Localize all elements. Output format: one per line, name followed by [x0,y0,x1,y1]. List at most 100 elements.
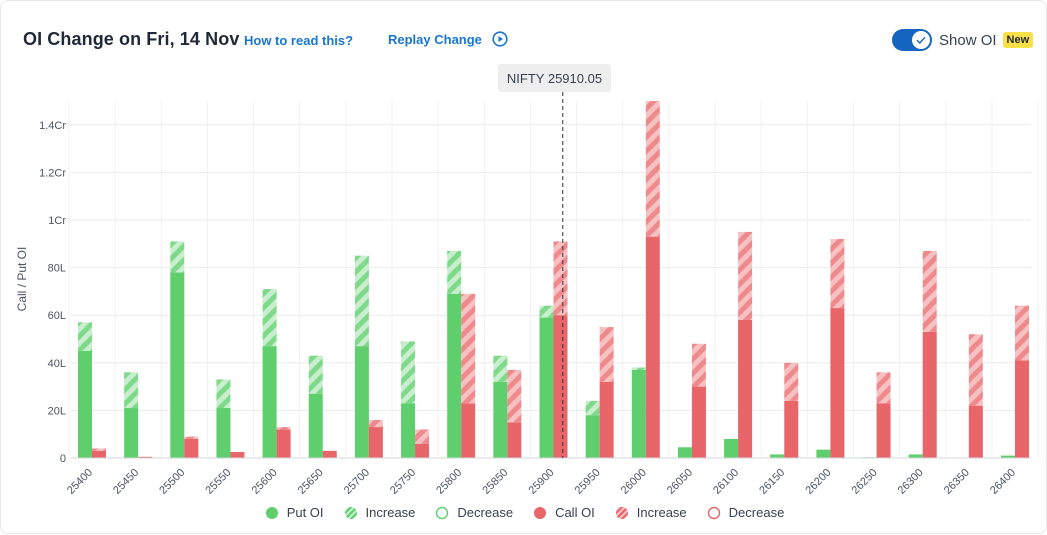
call-oi-increase-bar [784,363,798,401]
put-oi-bar [724,439,738,458]
x-tick-label: 26000 [619,467,649,497]
put-oi-increase-bar [78,322,92,351]
put-oi-increase-bar [170,241,184,272]
call-oi-increase-bar [415,429,429,443]
put-oi-increase-bar [632,368,646,370]
put-oi-increase-bar [493,356,507,382]
legend-item-call-outline[interactable]: Decrease [707,505,785,520]
legend-item-put-hatch[interactable]: Increase [344,505,416,520]
x-tick-label: 26100 [711,467,741,497]
legend-label: Decrease [729,505,785,520]
legend-swatch-icon [533,506,547,520]
legend-swatch-icon [435,506,449,520]
call-oi-increase-bar [877,372,891,403]
y-tick-label: 0 [60,453,66,465]
call-oi-increase-bar [692,344,706,387]
chart-legend: Put OI Increase Decrease Call OI Increase Dec… [1,505,1047,520]
put-oi-bar [632,370,646,458]
call-oi-bar [277,429,291,458]
y-tick-label: 40L [48,358,66,370]
put-oi-increase-bar [401,341,415,403]
call-oi-bar [461,403,475,458]
call-oi-increase-bar [969,334,983,405]
y-tick-label: 80L [48,263,66,275]
x-tick-label: 26400 [988,467,1018,497]
call-oi-bar [738,320,752,458]
call-oi-bar [554,315,568,458]
put-oi-bar [493,382,507,458]
call-oi-increase-bar [92,448,106,450]
call-oi-increase-bar [600,327,614,382]
y-tick-label: 1.2Cr [39,167,66,179]
put-oi-increase-bar [263,289,277,346]
put-oi-increase-bar [447,251,461,294]
x-tick-label: 25850 [480,467,510,497]
x-tick-label: 25550 [203,467,233,497]
put-oi-bar [78,351,92,458]
put-oi-bar [909,454,923,458]
call-oi-increase-bar [277,427,291,429]
call-oi-bar [830,308,844,458]
call-oi-bar [415,444,429,458]
put-oi-bar [309,394,323,458]
call-oi-bar [92,451,106,458]
call-oi-bar [323,451,337,458]
call-oi-bar [369,427,383,458]
legend-item-call-solid[interactable]: Call OI [533,505,595,520]
legend-item-call-hatch[interactable]: Increase [615,505,687,520]
call-oi-bar [1015,360,1029,458]
x-tick-label: 26250 [850,467,880,497]
call-oi-bar [969,406,983,458]
legend-item-put-solid[interactable]: Put OI [265,505,324,520]
call-oi-increase-bar [1015,306,1029,361]
x-tick-label: 25400 [65,467,95,497]
spot-price-label: NIFTY 25910.05 [498,64,611,92]
put-oi-bar [216,408,230,458]
legend-label: Increase [637,505,687,520]
call-oi-bar [646,237,660,458]
call-oi-increase-bar [461,294,475,403]
legend-swatch-icon [344,506,358,520]
call-oi-bar [600,382,614,458]
x-tick-label: 26200 [803,467,833,497]
call-oi-increase-bar [554,241,568,315]
x-tick-label: 26150 [757,467,787,497]
x-tick-label: 26050 [665,467,695,497]
put-oi-bar [770,454,784,458]
call-oi-increase-bar [369,420,383,427]
legend-label: Increase [366,505,416,520]
call-oi-bar [692,387,706,458]
put-oi-bar [540,318,554,458]
call-oi-increase-bar [507,370,521,422]
put-oi-increase-bar [124,372,138,408]
legend-label: Call OI [555,505,595,520]
call-oi-bar [507,422,521,458]
x-tick-label: 26350 [942,467,972,497]
x-tick-label: 25900 [527,467,557,497]
y-tick-label: 20L [48,405,66,417]
call-oi-bar [877,403,891,458]
put-oi-bar [586,415,600,458]
y-axis-label: Call / Put OI [15,247,29,312]
call-oi-bar [784,401,798,458]
y-tick-label: 1Cr [48,215,66,227]
call-oi-bar [230,452,244,458]
x-tick-label: 25700 [342,467,372,497]
y-tick-label: 60L [48,310,66,322]
put-oi-bar [124,408,138,458]
legend-label: Put OI [287,505,324,520]
put-oi-bar [355,346,369,458]
call-oi-increase-bar [738,232,752,320]
put-oi-increase-bar [355,256,369,346]
put-oi-increase-bar [586,401,600,415]
x-tick-label: 25950 [573,467,603,497]
put-oi-bar [263,346,277,458]
y-tick-label: 1.4Cr [39,120,66,132]
bars-layer [78,101,1029,458]
x-tick-label: 26300 [896,467,926,497]
call-oi-increase-bar [646,101,660,237]
x-tick-label: 25450 [111,467,141,497]
legend-item-put-outline[interactable]: Decrease [435,505,513,520]
put-oi-increase-bar [216,379,230,408]
